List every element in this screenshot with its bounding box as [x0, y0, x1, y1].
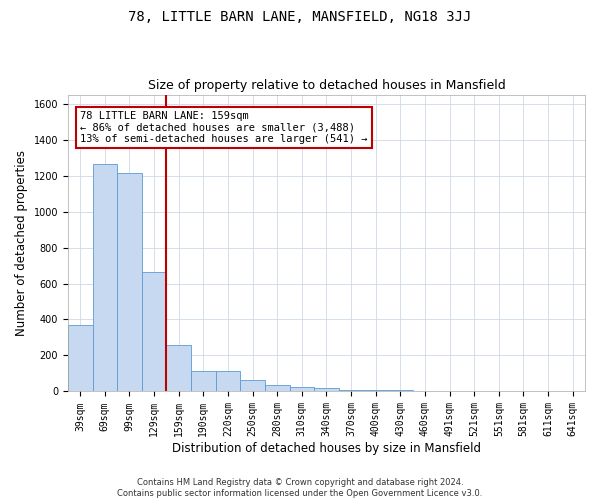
- Bar: [290, 387, 314, 392]
- Bar: [142, 272, 166, 392]
- Bar: [92, 164, 117, 392]
- Bar: [166, 344, 191, 392]
- Bar: [240, 380, 265, 392]
- Bar: [215, 371, 240, 392]
- Text: 78, LITTLE BARN LANE, MANSFIELD, NG18 3JJ: 78, LITTLE BARN LANE, MANSFIELD, NG18 3J…: [128, 10, 472, 24]
- Bar: [191, 371, 215, 392]
- Title: Size of property relative to detached houses in Mansfield: Size of property relative to detached ho…: [148, 79, 505, 92]
- Bar: [364, 390, 388, 392]
- Bar: [314, 388, 339, 392]
- Y-axis label: Number of detached properties: Number of detached properties: [15, 150, 28, 336]
- Bar: [265, 385, 290, 392]
- X-axis label: Distribution of detached houses by size in Mansfield: Distribution of detached houses by size …: [172, 442, 481, 455]
- Bar: [388, 390, 413, 392]
- Bar: [68, 325, 92, 392]
- Text: Contains HM Land Registry data © Crown copyright and database right 2024.
Contai: Contains HM Land Registry data © Crown c…: [118, 478, 482, 498]
- Bar: [117, 173, 142, 392]
- Text: 78 LITTLE BARN LANE: 159sqm
← 86% of detached houses are smaller (3,488)
13% of : 78 LITTLE BARN LANE: 159sqm ← 86% of det…: [80, 111, 368, 144]
- Bar: [339, 390, 364, 392]
